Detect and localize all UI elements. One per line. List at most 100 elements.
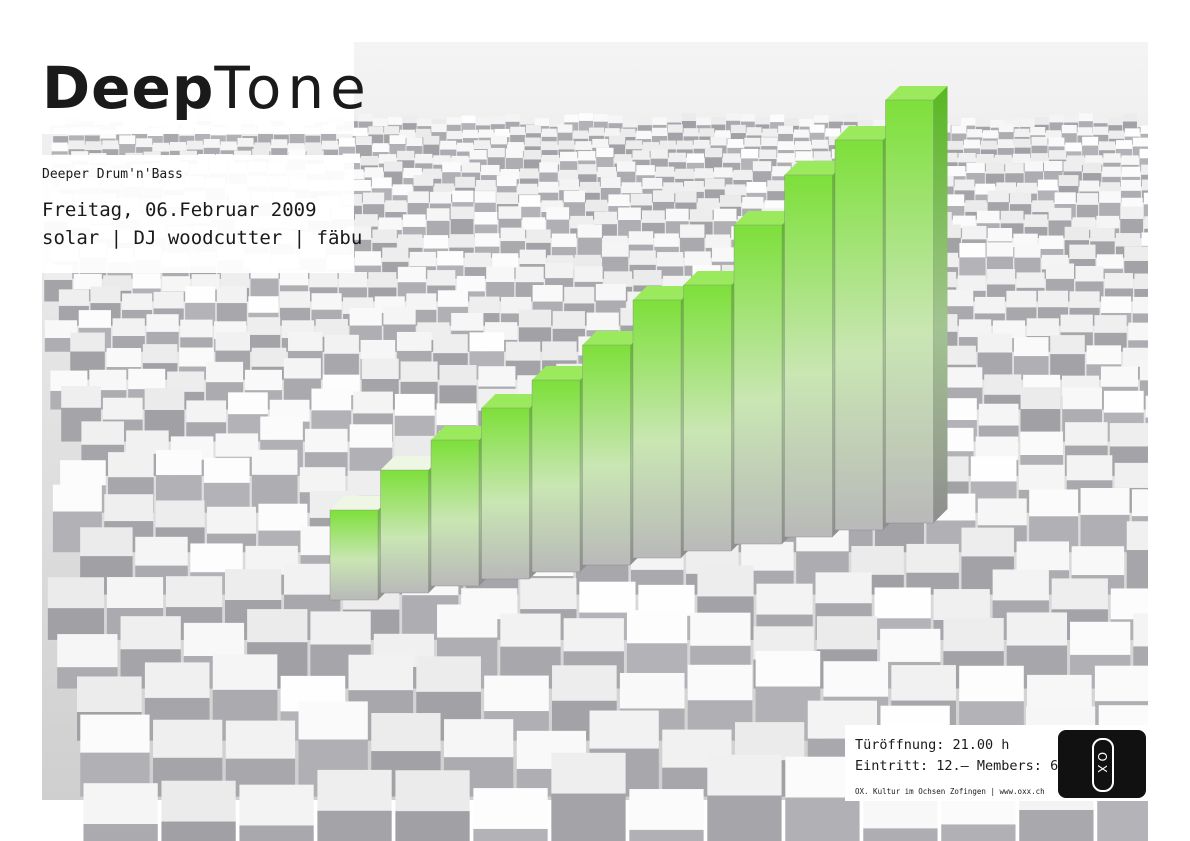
cube-top (324, 334, 359, 354)
cube-top (987, 227, 1013, 242)
cube-side (505, 157, 523, 172)
cube-top (1049, 114, 1064, 123)
cube-top (457, 142, 474, 152)
cube-top (354, 251, 381, 266)
cube-top (1026, 318, 1059, 337)
cube-top (520, 578, 577, 610)
cube-top (563, 618, 624, 652)
cube-top (959, 665, 1024, 702)
cube-top (1005, 119, 1020, 128)
cube-side (1031, 145, 1048, 158)
cube-top (759, 149, 777, 160)
cube-top (437, 604, 498, 638)
cube-top (360, 339, 396, 359)
cube-top (122, 293, 153, 310)
cube-top (996, 182, 1017, 194)
cube-top (693, 139, 710, 149)
cube-top (614, 154, 632, 164)
cube-top (626, 140, 643, 150)
cube-top (689, 209, 713, 222)
cube-side (1019, 810, 1094, 841)
cube-top (551, 233, 577, 247)
cube-top (592, 138, 609, 148)
cube-top (305, 142, 322, 152)
bar-front (329, 509, 379, 601)
cube-top (946, 166, 966, 177)
cube-top (683, 128, 699, 137)
cube-side (593, 121, 608, 133)
cube-top (636, 130, 652, 139)
cube-side (551, 246, 577, 258)
cube-side (863, 828, 938, 841)
cube-top (730, 124, 746, 134)
cube-top (523, 150, 542, 160)
cube-top (52, 484, 102, 512)
cube-top (487, 147, 505, 158)
cube-top (364, 167, 384, 178)
cube-top (1030, 127, 1046, 136)
cube-top (632, 150, 650, 160)
cube-top (668, 152, 686, 163)
cube-top (699, 128, 715, 137)
cube-top (1013, 337, 1049, 357)
bar-top (683, 271, 746, 285)
cube-top (873, 119, 888, 128)
cube-side (1038, 248, 1064, 258)
cube-side (395, 811, 470, 841)
cube-top (403, 167, 422, 179)
cube-top (439, 364, 477, 386)
cube-top (719, 195, 742, 207)
cube-top (70, 332, 105, 352)
cube-side (258, 132, 274, 145)
cube-top (552, 665, 617, 701)
cube-top (500, 168, 519, 180)
cube-top (288, 143, 305, 153)
cube-top (1060, 314, 1093, 333)
cube-top (372, 229, 397, 243)
cube-top (112, 318, 145, 337)
cube-top (891, 665, 956, 701)
cube-top (1121, 155, 1139, 165)
cube-top (1065, 142, 1082, 152)
doors: Türöffnung: 21.00 h (855, 737, 1010, 753)
cube-top (442, 162, 461, 173)
cube-top (755, 116, 770, 125)
cube-top (586, 312, 619, 331)
cube-top (462, 129, 478, 139)
cube-side (755, 124, 770, 133)
cube-top (215, 433, 259, 457)
title-box: DeepTone (42, 42, 366, 134)
cube-side (397, 160, 415, 172)
cube-top (795, 151, 813, 161)
cube-top (951, 125, 967, 134)
cube-side (1080, 514, 1130, 553)
cube-top (811, 139, 828, 149)
cube-side (1121, 190, 1141, 203)
cube-top (560, 151, 578, 162)
cube-top (940, 152, 958, 163)
cube-top (593, 113, 608, 122)
title: DeepTone (42, 54, 372, 122)
cube-top (1017, 182, 1037, 194)
cube-side (1061, 133, 1077, 145)
cube-top (474, 212, 498, 225)
cube-top (963, 139, 980, 149)
cube-side (723, 162, 741, 172)
bar-front (733, 224, 783, 545)
cube-top (957, 275, 986, 291)
cube-side (693, 148, 710, 158)
cube-top (733, 169, 752, 181)
cube-side (415, 137, 431, 145)
cube-side (541, 150, 558, 158)
cube-top (943, 289, 974, 307)
cube-top (987, 190, 1009, 203)
cube-top (165, 576, 223, 608)
cube-top (315, 319, 348, 337)
cube-top (61, 385, 101, 408)
cube-top (387, 117, 402, 125)
cube-top (58, 289, 89, 306)
cube-side (961, 125, 976, 133)
cube-top (183, 622, 245, 657)
cube-top (248, 296, 279, 313)
bar-top (330, 496, 392, 510)
